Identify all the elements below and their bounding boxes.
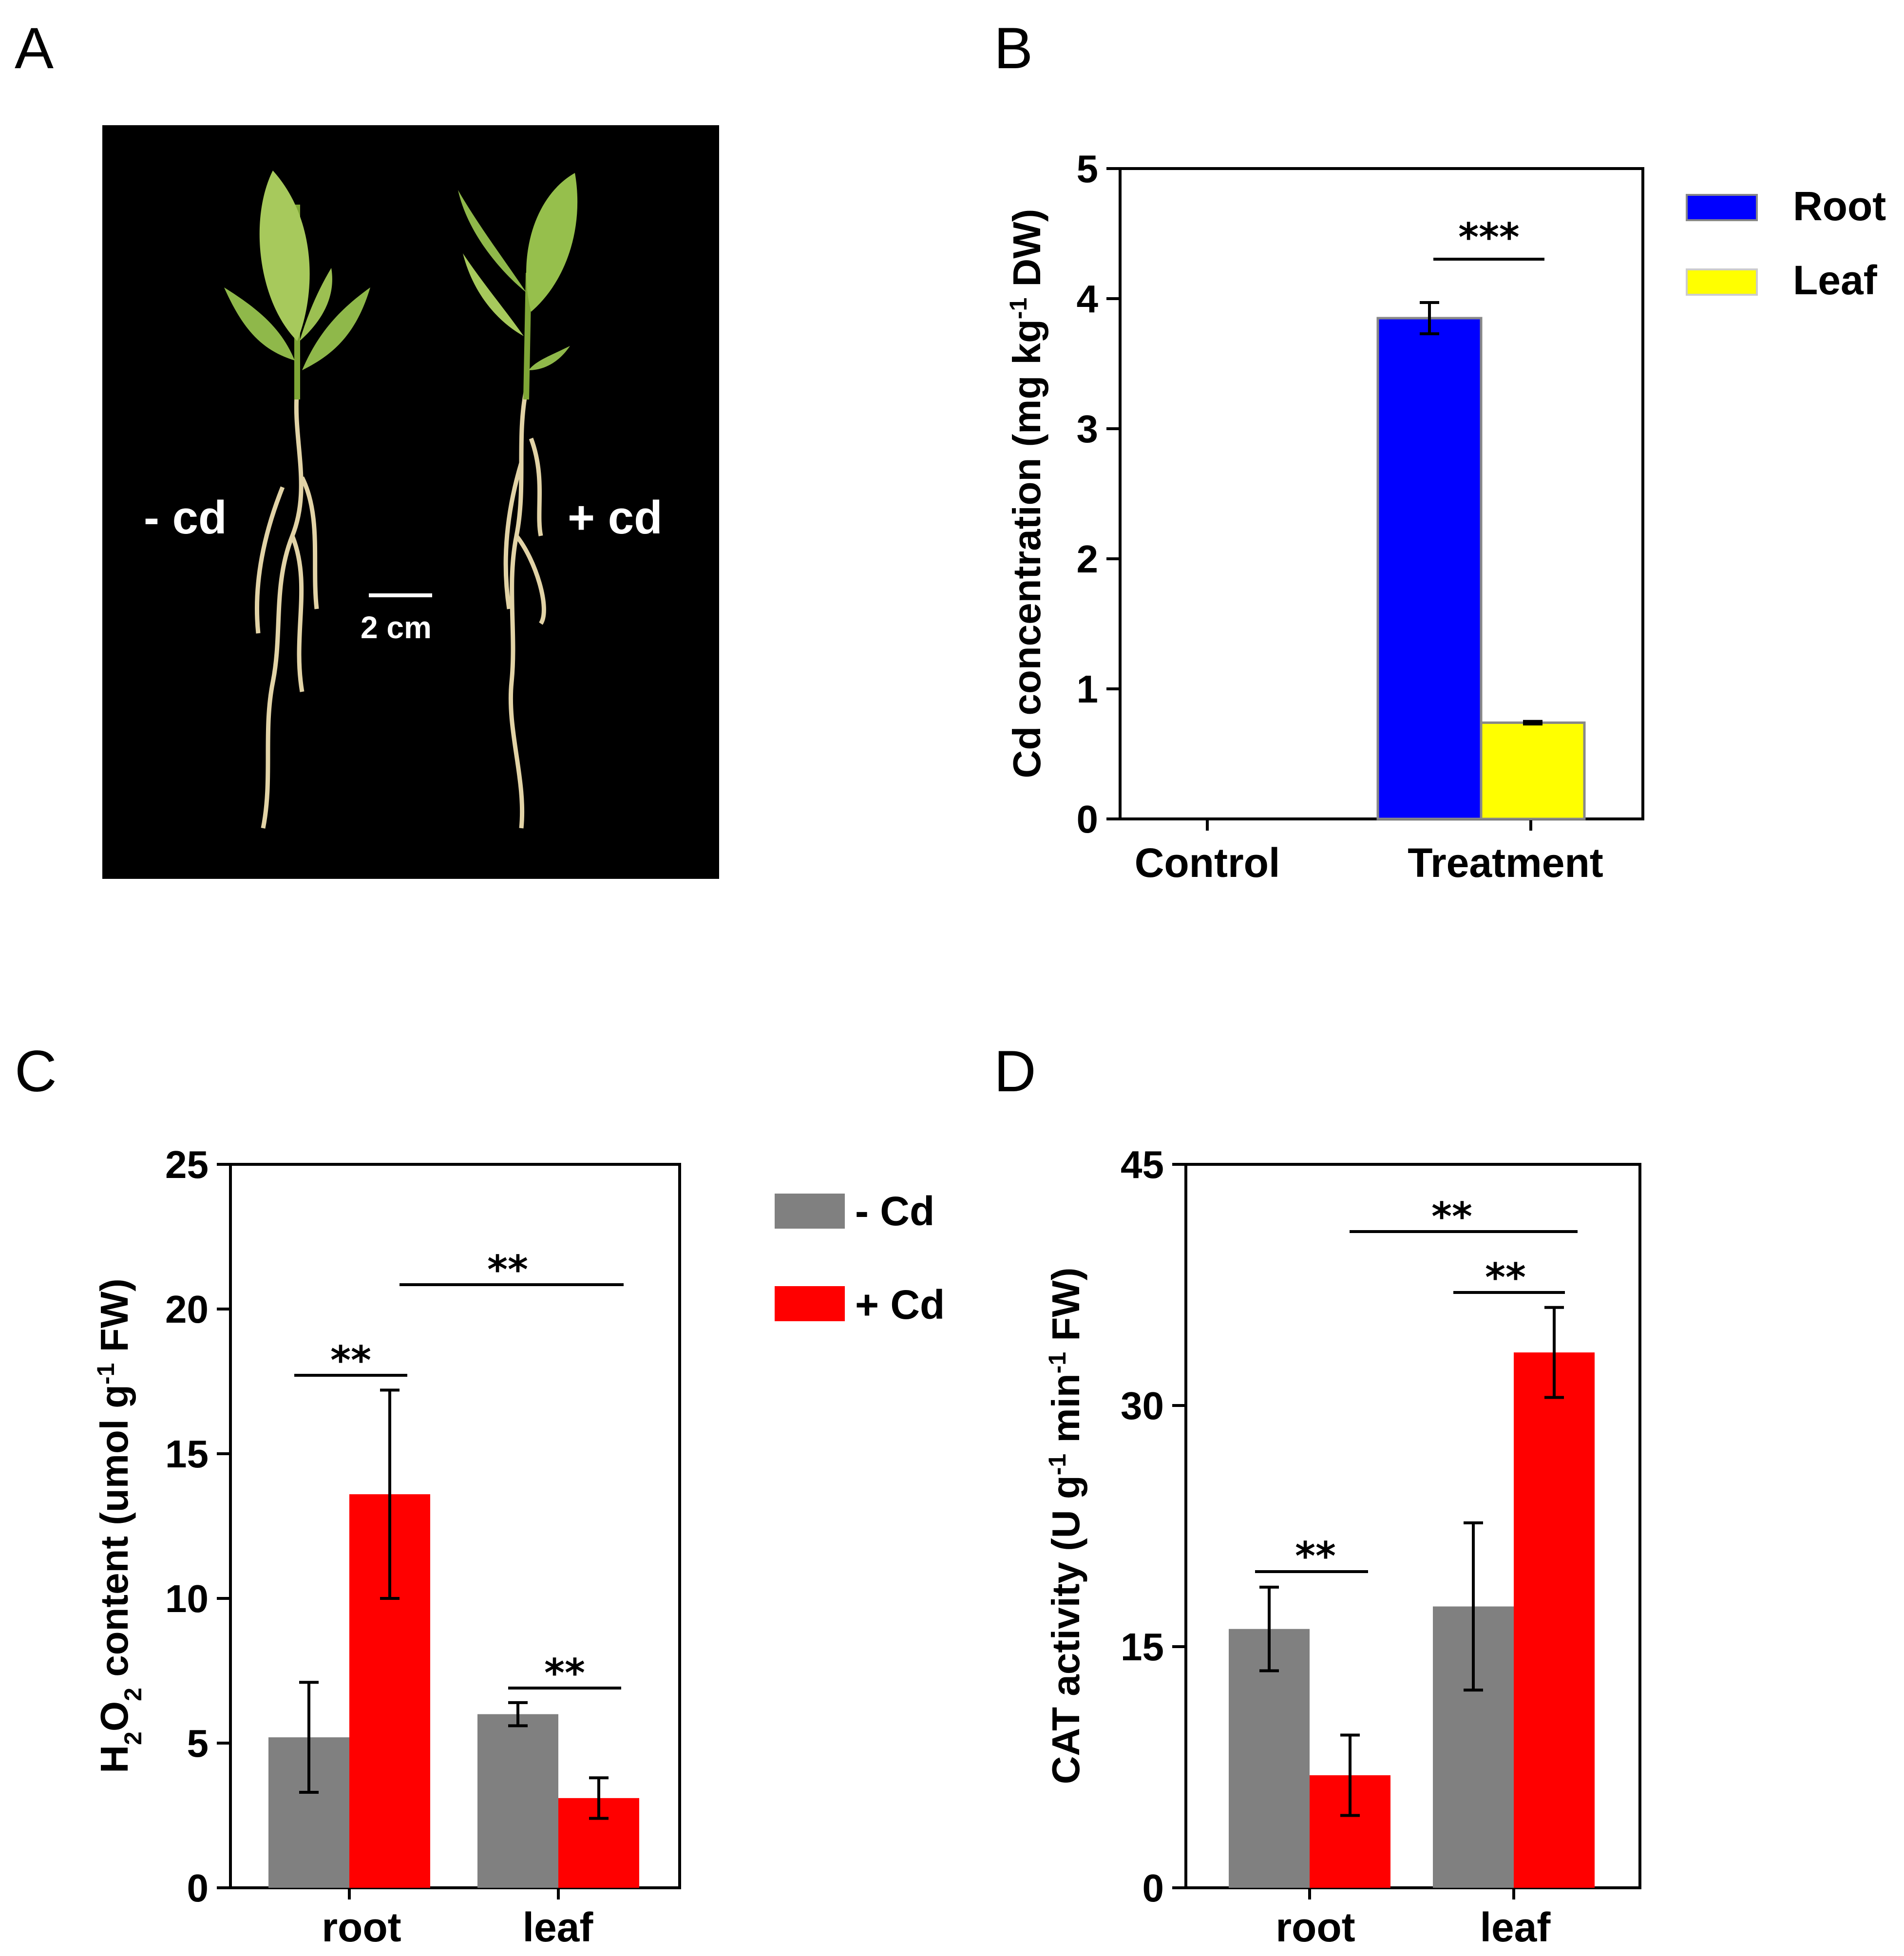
chart-c-error-bar bbox=[299, 1681, 319, 1794]
legend-swatch-minus-cd bbox=[775, 1194, 845, 1229]
chart-b-ytick-label: 1 bbox=[1077, 667, 1099, 711]
chart-c-error-bar bbox=[380, 1388, 400, 1600]
plant-minus-cd bbox=[224, 171, 370, 829]
chart-d-category-leaf: leaf bbox=[1480, 1904, 1551, 1950]
chart-c-ylabel: H2O2 content (umol g-1 FW) bbox=[92, 1278, 147, 1773]
chart-b-bar-root-treatment bbox=[1376, 317, 1483, 820]
leaf-minus-cd-mid bbox=[300, 268, 332, 341]
chart-cd-concentration: 0 1 2 3 4 5 Control Treatment Cd concentratio… bbox=[1005, 147, 1886, 886]
leaf-minus-cd-left bbox=[224, 287, 295, 361]
chart-c-ytick-label: 5 bbox=[187, 1722, 209, 1765]
chart-b-category-control: Control bbox=[1135, 840, 1280, 886]
chart-b-bar-leaf-treatment bbox=[1480, 721, 1586, 820]
panel-letter-b: B bbox=[994, 16, 1033, 81]
legend-label-plus-cd: + Cd bbox=[855, 1282, 945, 1328]
photo-background bbox=[102, 125, 719, 879]
chart-cat-activity: 0 15 30 45 root leaf CAT activity (U g-1 mi… bbox=[1044, 1143, 1641, 1950]
chart-d-ytick-label: 30 bbox=[1121, 1384, 1164, 1427]
chart-d-error-bar bbox=[1544, 1306, 1564, 1399]
chart-c-plot-frame bbox=[229, 1163, 681, 1889]
label-minus-cd: - cd bbox=[144, 492, 227, 544]
chart-d-ytick-label: 0 bbox=[1142, 1866, 1164, 1910]
chart-c-ytick-label: 0 bbox=[187, 1866, 209, 1910]
leaf-plus-cd-small bbox=[529, 346, 570, 370]
chart-c-ytick-label: 10 bbox=[165, 1577, 209, 1620]
chart-d-error-bar bbox=[1464, 1521, 1483, 1692]
chart-d-ylabel: CAT activity (U g-1 min-1 FW) bbox=[1044, 1268, 1087, 1785]
chart-b-ylabel: Cd concentration (mg kg-1 DW) bbox=[1005, 209, 1048, 779]
chart-c-sig-across-label: ** bbox=[487, 1247, 528, 1292]
root-minus-cd bbox=[254, 389, 319, 829]
chart-c-category-leaf: leaf bbox=[523, 1904, 594, 1950]
panel-letter-c: C bbox=[15, 1039, 57, 1104]
chart-c-error-bar bbox=[589, 1776, 609, 1820]
leaf-plus-cd-left2 bbox=[463, 253, 524, 336]
chart-b-error-bar bbox=[1523, 720, 1542, 726]
panel-letter-d: D bbox=[994, 1039, 1036, 1104]
label-plus-cd: + cd bbox=[568, 492, 663, 544]
chart-d-bar-cd-leaf bbox=[1514, 1352, 1595, 1888]
chart-c-sig-root-label: ** bbox=[330, 1338, 371, 1383]
chart-d-sig-root-label: ** bbox=[1295, 1534, 1336, 1579]
plant-plus-cd bbox=[458, 173, 578, 829]
chart-b-ytick-label: 2 bbox=[1077, 537, 1099, 581]
chart-c-sig-leaf-label: ** bbox=[544, 1651, 585, 1696]
chart-d-error-bar bbox=[1340, 1733, 1360, 1817]
chart-b-category-treatment: Treatment bbox=[1408, 840, 1603, 886]
legend-label-leaf: Leaf bbox=[1793, 257, 1878, 303]
chart-b-ytick-label: 3 bbox=[1077, 407, 1099, 451]
chart-b-significance-label: *** bbox=[1458, 215, 1520, 260]
legend-swatch-leaf bbox=[1686, 268, 1758, 296]
panel-letter-a: A bbox=[15, 16, 54, 81]
legend-label-root: Root bbox=[1793, 183, 1886, 229]
plant-photo: - cd + cd 2 cm bbox=[102, 125, 719, 879]
chart-b-ytick-label: 0 bbox=[1077, 798, 1099, 841]
chart-c-error-bar bbox=[508, 1701, 528, 1728]
chart-d-error-bar bbox=[1259, 1585, 1279, 1672]
chart-b-error-bar bbox=[1420, 301, 1439, 336]
chart-d-ytick-label: 45 bbox=[1121, 1143, 1164, 1186]
chart-h2o2-content: 0 5 10 15 20 25 root leaf H2O2 content (umol … bbox=[92, 1143, 945, 1950]
leaf-plus-cd-top bbox=[526, 173, 578, 312]
legend-swatch-plus-cd bbox=[775, 1286, 845, 1321]
chart-d-category-root: root bbox=[1276, 1904, 1355, 1950]
chart-c-bar-cd-leaf bbox=[477, 1714, 558, 1888]
chart-c-category-root: root bbox=[322, 1904, 401, 1950]
legend-swatch-root bbox=[1686, 194, 1758, 221]
chart-d-sig-leaf-label: ** bbox=[1485, 1255, 1526, 1300]
leaf-minus-cd-top bbox=[259, 171, 310, 341]
chart-b-ytick-label: 5 bbox=[1077, 147, 1099, 190]
chart-c-ytick-label: 15 bbox=[165, 1432, 209, 1476]
chart-d-sig-across-label: ** bbox=[1431, 1194, 1472, 1239]
legend-label-minus-cd: - Cd bbox=[855, 1188, 934, 1234]
leaf-minus-cd-right bbox=[302, 287, 370, 370]
chart-d-ytick-label: 15 bbox=[1121, 1625, 1164, 1669]
root-plus-cd bbox=[503, 389, 546, 829]
scale-bar-label: 2 cm bbox=[361, 610, 432, 645]
chart-c-ytick-label: 25 bbox=[165, 1143, 209, 1186]
chart-b-ytick-label: 4 bbox=[1077, 277, 1099, 321]
chart-c-ytick-label: 20 bbox=[165, 1288, 209, 1331]
